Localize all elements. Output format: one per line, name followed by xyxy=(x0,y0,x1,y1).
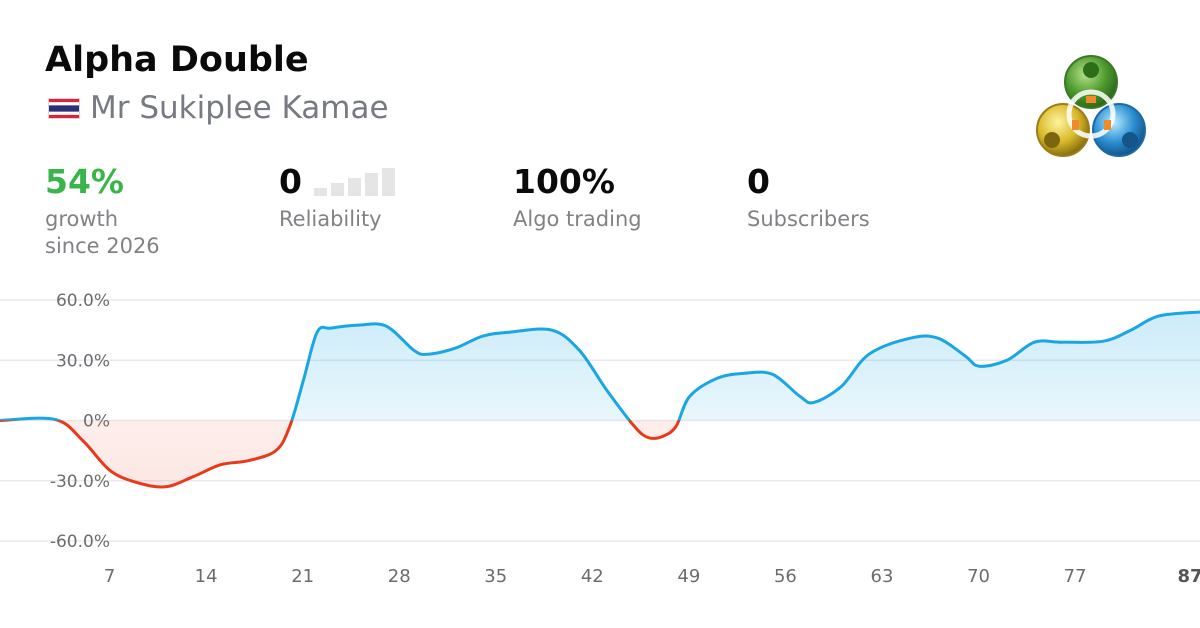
reliability-value-row: 0 xyxy=(279,162,399,202)
growth-line-positive xyxy=(0,310,1200,421)
x-tick-label: 63 xyxy=(871,566,894,587)
x-tick-label: 7 xyxy=(104,566,115,587)
x-tick-label: 77 xyxy=(1064,566,1087,587)
reliability-bar xyxy=(364,173,378,196)
x-tick-label: 42 xyxy=(581,566,604,587)
y-tick-label: 60.0% xyxy=(56,291,110,311)
reliability-stat: 0 Reliability xyxy=(279,162,399,233)
author-line: Mr Sukiplee Kamae xyxy=(48,90,389,126)
reliability-label: Reliability xyxy=(279,207,382,231)
x-tick-label: 49 xyxy=(677,566,700,587)
x-tick-label: 21 xyxy=(291,566,314,587)
subscribers-label: Subscribers xyxy=(747,207,870,231)
growth-chart: 60.0%30.0%0%-30.0%-60.0%7142128354249566… xyxy=(0,291,1200,587)
reliability-value: 0 xyxy=(279,162,302,201)
growth-line-negative xyxy=(0,420,681,489)
subscribers-value: 0 xyxy=(747,162,770,201)
growth-value: 54% xyxy=(45,162,124,201)
y-tick-label: 30.0% xyxy=(56,351,110,371)
x-tick-label: 28 xyxy=(388,566,411,587)
x-tick-label: 70 xyxy=(967,566,990,587)
reliability-bar xyxy=(313,188,327,196)
x-tick-label: 14 xyxy=(195,566,218,587)
y-tick-label: -60.0% xyxy=(50,532,110,552)
algo-trading-value: 100% xyxy=(513,162,615,201)
strategy-title: Alpha Double xyxy=(45,40,309,80)
metatrader-logo-icon xyxy=(1036,55,1146,157)
algo-trading-stat: 100% Algo trading xyxy=(513,162,642,233)
negative-area xyxy=(0,420,1200,488)
reliability-bar xyxy=(381,168,395,196)
author-name: Mr Sukiplee Kamae xyxy=(90,90,389,126)
x-tick-label: 87 xyxy=(1177,566,1200,587)
reliability-bar xyxy=(347,178,361,196)
growth-stat: 54% growth since 2026 xyxy=(45,162,160,260)
reliability-bar xyxy=(330,183,344,196)
x-tick-label: 35 xyxy=(484,566,507,587)
algo-trading-label: Algo trading xyxy=(513,207,642,231)
y-tick-label: -30.0% xyxy=(50,472,110,492)
subscribers-stat: 0 Subscribers xyxy=(747,162,870,233)
x-tick-label: 56 xyxy=(774,566,797,587)
growth-since-label: since 2026 xyxy=(45,234,160,258)
thailand-flag-icon xyxy=(48,97,80,119)
reliability-bars xyxy=(313,168,399,196)
growth-label: growth xyxy=(45,207,119,231)
